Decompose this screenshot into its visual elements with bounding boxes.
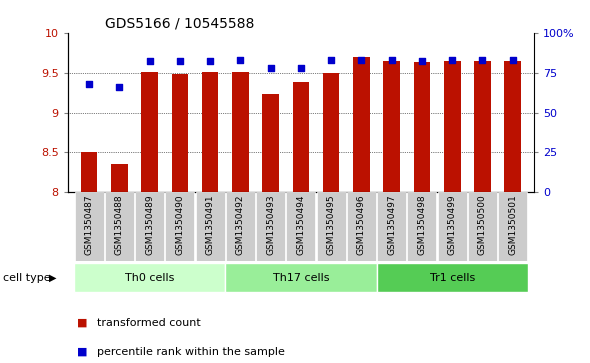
Point [235,57,245,63]
Bar [81,152,97,192]
Point [114,84,124,90]
Point [326,57,336,63]
Bar [504,61,521,192]
Text: GSM1350489: GSM1350489 [145,195,154,255]
Point [84,81,94,87]
FancyBboxPatch shape [377,192,407,261]
Text: GSM1350499: GSM1350499 [448,195,457,255]
Text: GDS5166 / 10545588: GDS5166 / 10545588 [105,16,254,30]
Bar [293,82,309,192]
Text: cell type: cell type [3,273,51,283]
Text: GSM1350493: GSM1350493 [266,195,275,255]
Text: GSM1350498: GSM1350498 [418,195,427,255]
Point [387,57,396,63]
Bar [384,61,400,192]
Point [417,58,427,64]
FancyBboxPatch shape [438,192,467,261]
Bar [444,61,461,192]
Bar [263,94,279,192]
Text: GSM1350492: GSM1350492 [236,195,245,255]
FancyBboxPatch shape [317,192,346,261]
FancyBboxPatch shape [286,192,316,261]
FancyBboxPatch shape [195,192,225,261]
FancyBboxPatch shape [74,263,225,293]
Bar [353,57,370,192]
FancyBboxPatch shape [225,263,376,293]
Text: ■: ■ [77,318,87,328]
Bar [414,62,430,192]
Bar [323,73,339,192]
FancyBboxPatch shape [347,192,376,261]
Point [478,57,487,63]
Point [508,57,517,63]
Bar [111,164,127,192]
FancyBboxPatch shape [498,192,527,261]
Text: transformed count: transformed count [97,318,201,328]
Point [296,65,306,71]
Text: GSM1350488: GSM1350488 [115,195,124,255]
Text: GSM1350496: GSM1350496 [357,195,366,255]
Text: GSM1350487: GSM1350487 [84,195,94,255]
Bar [232,72,249,192]
Text: ▶: ▶ [49,273,57,283]
FancyBboxPatch shape [135,192,164,261]
Text: GSM1350490: GSM1350490 [175,195,184,255]
FancyBboxPatch shape [256,192,285,261]
Bar [474,61,491,192]
Text: percentile rank within the sample: percentile rank within the sample [97,347,285,357]
Text: GSM1350501: GSM1350501 [508,195,517,255]
Point [357,57,366,63]
Text: GSM1350497: GSM1350497 [387,195,396,255]
Point [266,65,276,71]
Point [447,57,457,63]
Point [145,58,155,64]
FancyBboxPatch shape [226,192,255,261]
Bar [202,72,218,192]
Text: Th17 cells: Th17 cells [273,273,329,283]
Bar [141,72,158,192]
FancyBboxPatch shape [165,192,194,261]
Text: GSM1350491: GSM1350491 [205,195,215,255]
Text: Tr1 cells: Tr1 cells [430,273,475,283]
Text: ■: ■ [77,347,87,357]
Point [205,58,215,64]
Point [175,58,185,64]
FancyBboxPatch shape [468,192,497,261]
FancyBboxPatch shape [105,192,134,261]
Text: GSM1350494: GSM1350494 [296,195,306,255]
FancyBboxPatch shape [376,263,528,293]
FancyBboxPatch shape [74,192,104,261]
Text: GSM1350495: GSM1350495 [327,195,336,255]
Bar [172,74,188,192]
Text: Th0 cells: Th0 cells [125,273,174,283]
Text: GSM1350500: GSM1350500 [478,195,487,255]
FancyBboxPatch shape [408,192,437,261]
